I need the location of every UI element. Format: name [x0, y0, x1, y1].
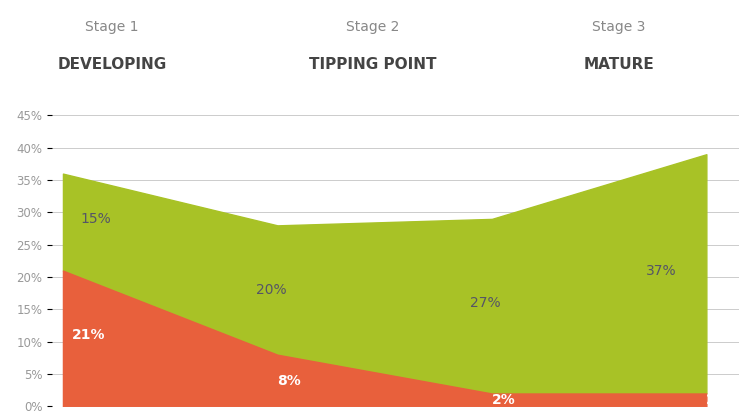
Text: 15%: 15% [80, 212, 111, 226]
Text: 37%: 37% [646, 264, 677, 278]
Text: 8%: 8% [278, 374, 301, 388]
Text: 21%: 21% [72, 328, 105, 342]
Text: TIPPING POINT: TIPPING POINT [310, 57, 436, 72]
Text: Stage 3: Stage 3 [592, 20, 646, 34]
Text: Stage 1: Stage 1 [85, 20, 139, 34]
Text: MATURE: MATURE [584, 57, 654, 72]
Text: DEVELOPING: DEVELOPING [57, 57, 166, 72]
Text: 20%: 20% [256, 283, 286, 297]
Text: 27%: 27% [471, 296, 501, 310]
Text: Stage 2: Stage 2 [346, 20, 400, 34]
Text: 2%: 2% [706, 393, 730, 407]
Text: 2%: 2% [492, 393, 515, 407]
